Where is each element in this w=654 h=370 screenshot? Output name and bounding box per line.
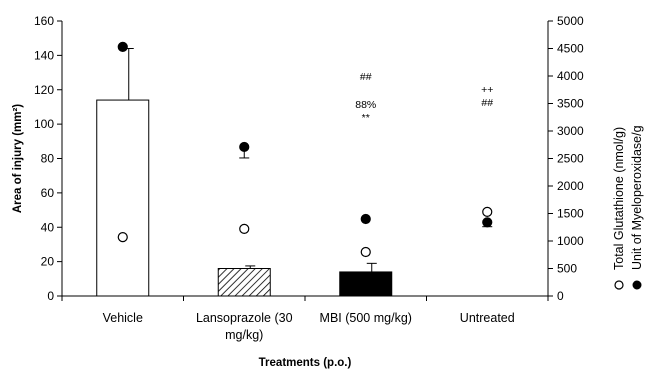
right-tick-label: 4500 bbox=[557, 42, 584, 56]
x-axis-title: Treatments (p.o.) bbox=[259, 357, 352, 369]
right-tick-label: 1000 bbox=[557, 234, 584, 248]
left-tick-label: 60 bbox=[41, 186, 55, 200]
right-tick-label: 4000 bbox=[557, 69, 584, 83]
legend-filled-circle-icon bbox=[632, 280, 642, 290]
category-label: Untreated bbox=[460, 311, 515, 325]
right-tick-label: 3000 bbox=[557, 124, 584, 138]
left-tick-label: 160 bbox=[34, 14, 54, 28]
left-tick-label: 0 bbox=[47, 289, 54, 303]
left-tick-label: 100 bbox=[34, 117, 54, 131]
category-label: MBI (500 mg/kg) bbox=[320, 311, 412, 325]
left-tick-label: 140 bbox=[34, 48, 54, 62]
bar bbox=[96, 99, 150, 297]
right-y-axis-title-myeloperoxidase: Unit of Myeloperoxidase/g bbox=[630, 125, 644, 270]
right-tick-label: 2500 bbox=[557, 152, 584, 166]
category-label: Vehicle bbox=[103, 311, 143, 325]
significance-annotation: ++ bbox=[481, 84, 493, 96]
legend-open-circle-icon bbox=[614, 280, 624, 290]
category-label: Lansoprazole (30 bbox=[196, 311, 293, 325]
right-tick-label: 0 bbox=[557, 289, 564, 303]
glutathione-point bbox=[482, 206, 493, 217]
myeloperoxidase-point bbox=[117, 41, 128, 52]
myeloperoxidase-point bbox=[482, 217, 493, 228]
glutathione-point bbox=[239, 223, 250, 234]
right-tick-label: 1500 bbox=[557, 207, 584, 221]
glutathione-point bbox=[360, 246, 371, 258]
y-axis-title: Area of injury (mm²) bbox=[12, 104, 24, 213]
significance-annotation: ## bbox=[360, 71, 372, 83]
right-tick-label: 500 bbox=[557, 262, 577, 276]
right-tick-label: 2000 bbox=[557, 179, 584, 193]
significance-annotation: ## bbox=[481, 97, 493, 109]
category-label-line2: mg/kg) bbox=[225, 328, 263, 342]
right-y-axis-title-glutathione: Total Glutathione (nmol/g) bbox=[612, 127, 626, 270]
left-tick-label: 20 bbox=[41, 255, 55, 269]
left-tick-label: 80 bbox=[41, 152, 55, 166]
bar bbox=[217, 268, 271, 297]
right-tick-label: 3500 bbox=[557, 97, 584, 111]
bar bbox=[339, 271, 393, 297]
glutathione-point bbox=[117, 232, 128, 243]
right-tick-label: 5000 bbox=[557, 14, 584, 28]
myeloperoxidase-point bbox=[360, 213, 371, 225]
significance-annotation: ** bbox=[362, 112, 370, 124]
myeloperoxidase-point bbox=[239, 141, 250, 153]
left-tick-label: 40 bbox=[41, 220, 55, 234]
significance-annotation: 88% bbox=[355, 99, 376, 111]
left-tick-label: 120 bbox=[34, 83, 54, 97]
